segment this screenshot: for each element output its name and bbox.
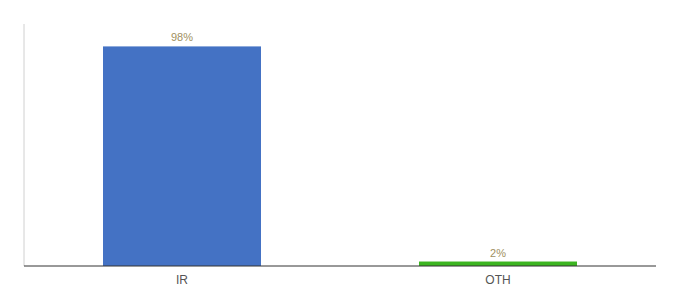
x-tick-label: IR	[176, 273, 188, 287]
bar	[419, 262, 577, 266]
plot-area	[103, 46, 577, 266]
data-label: 2%	[490, 247, 506, 259]
y-axis-line	[24, 24, 25, 266]
x-axis-line	[24, 266, 656, 267]
data-label: 98%	[171, 31, 193, 43]
bars	[103, 46, 577, 266]
chart-container: IR OTH 98% 2%	[0, 0, 680, 300]
bar	[103, 46, 261, 266]
chart: IR OTH 98% 2%	[0, 0, 680, 300]
x-tick-label: OTH	[485, 273, 510, 287]
